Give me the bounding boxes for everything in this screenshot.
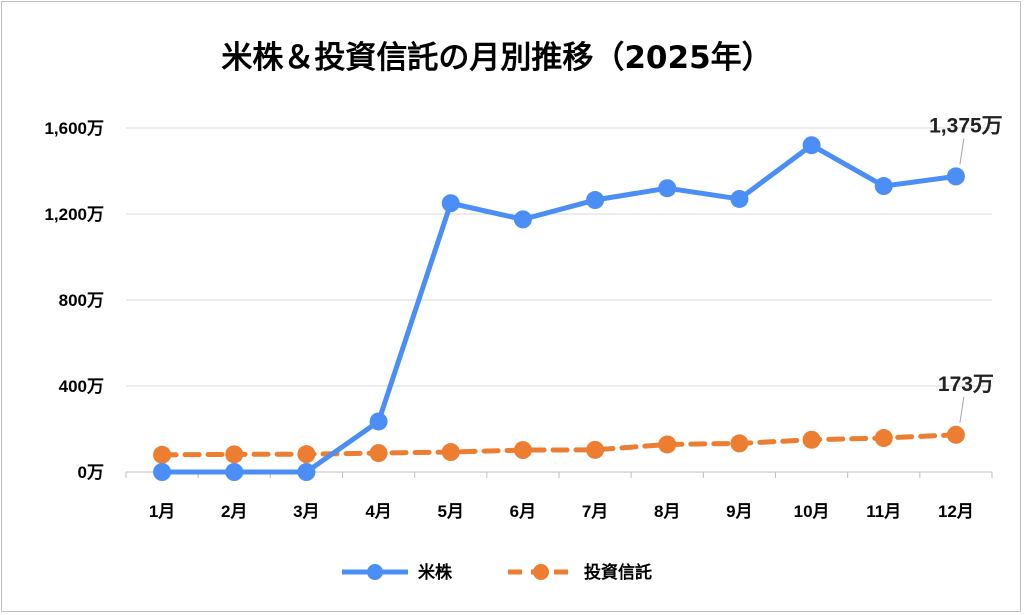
data-point <box>513 441 532 460</box>
data-point <box>946 167 965 186</box>
data-point <box>586 440 605 459</box>
legend: 米株 投資信託 <box>342 562 652 583</box>
data-point <box>513 210 532 229</box>
data-point <box>874 177 893 196</box>
data-labels: 1,375万 173万 <box>929 114 1003 423</box>
chart-title: 米株＆投資信託の月別推移（2025年） <box>221 40 772 76</box>
data-point <box>153 445 172 464</box>
legend-marker <box>533 564 549 580</box>
y-tick-label: 1,600万 <box>44 119 104 138</box>
series-line <box>159 432 959 458</box>
data-point <box>730 189 749 208</box>
data-point <box>730 434 749 453</box>
y-tick-label: 0万 <box>78 463 104 482</box>
x-tick-label: 2月 <box>221 502 247 521</box>
legend-label: 米株 <box>418 562 453 583</box>
data-point <box>874 429 893 448</box>
data-label: 173万 <box>938 373 994 396</box>
x-tick-label: 10月 <box>794 502 830 521</box>
data-point <box>586 191 605 210</box>
x-tick-label: 3月 <box>293 502 319 521</box>
data-point <box>441 194 460 213</box>
data-point <box>297 445 316 464</box>
y-axis-ticks: 0万 400万 800万 1,200万 1,600万 <box>44 119 104 482</box>
legend-label: 投資信託 <box>584 562 652 583</box>
x-tick-label: 1月 <box>149 502 175 521</box>
data-point <box>802 136 821 155</box>
data-point <box>153 463 172 481</box>
series-line <box>159 142 959 475</box>
data-point <box>297 463 316 481</box>
x-tick-label: 9月 <box>726 502 752 521</box>
data-point <box>658 435 677 454</box>
y-tick-label: 400万 <box>59 377 104 396</box>
leader-line <box>959 396 965 423</box>
x-tick-label: 5月 <box>438 502 464 521</box>
x-axis-ticks: 1月 2月 3月 4月 5月 6月 7月 8月 9月 10月 11月 12月 <box>149 502 974 521</box>
data-point <box>225 445 244 464</box>
y-tick-label: 1,200万 <box>44 205 104 224</box>
data-point <box>802 430 821 449</box>
y-tick-label: 800万 <box>59 291 104 310</box>
x-tick-label: 8月 <box>654 502 680 521</box>
data-point <box>369 412 388 431</box>
x-tick-label: 12月 <box>938 502 974 521</box>
leader-line <box>959 138 965 165</box>
x-tick-label: 7月 <box>582 502 608 521</box>
data-point <box>658 179 677 198</box>
x-tick-label: 6月 <box>510 502 536 521</box>
x-tick-label: 11月 <box>866 502 901 521</box>
x-tick-label: 4月 <box>365 502 391 521</box>
data-label: 1,375万 <box>929 114 1003 137</box>
series-layer <box>153 136 965 481</box>
data-point <box>369 444 388 463</box>
grid-lines <box>125 127 993 478</box>
data-point <box>225 463 244 481</box>
legend-marker <box>367 564 383 580</box>
data-point <box>441 443 460 462</box>
data-point <box>946 425 965 444</box>
